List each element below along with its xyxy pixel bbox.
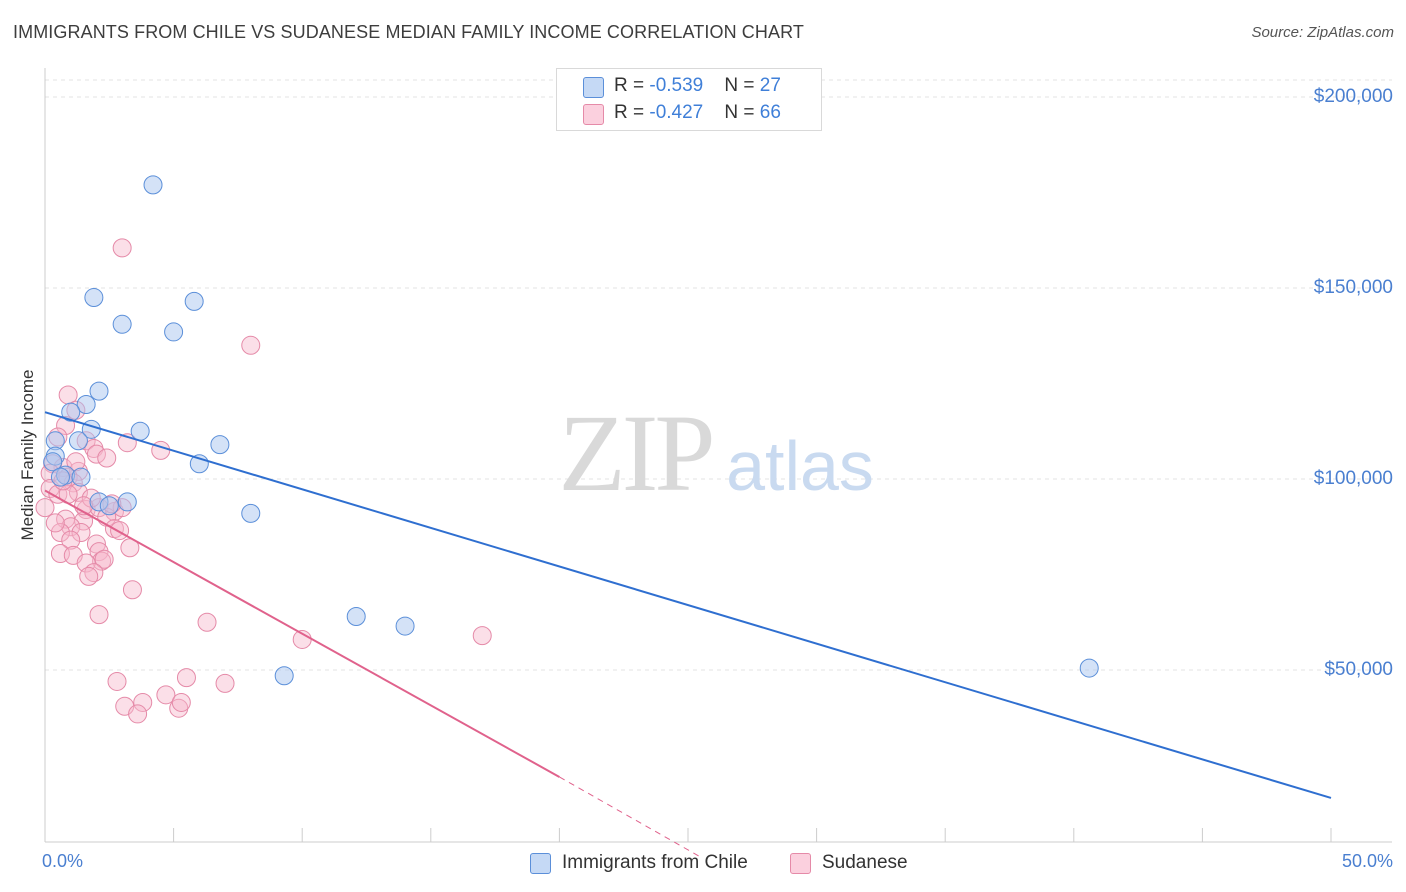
stats-legend: R = -0.539 N = 27 R = -0.427 N = 66	[556, 68, 822, 131]
sudanese-n-label: N =	[724, 102, 760, 123]
chile-point	[99, 496, 119, 516]
sudanese-point	[97, 448, 117, 468]
chile-point	[241, 503, 261, 523]
sudanese-point	[176, 668, 196, 688]
sudanese-point	[92, 551, 112, 571]
bottom-chile-label: Immigrants from Chile	[562, 852, 748, 873]
y-tick-label: $200,000	[1313, 86, 1393, 107]
chile-point	[395, 616, 415, 636]
sudanese-n-value: 66	[759, 102, 781, 123]
y-tick-label: $150,000	[1313, 277, 1393, 298]
watermark-zip: ZIP	[559, 392, 712, 514]
sudanese-point	[107, 671, 127, 691]
sudanese-point	[156, 685, 176, 705]
sudanese-point	[241, 335, 261, 355]
y-tick-label: $50,000	[1324, 659, 1393, 680]
sudanese-point	[35, 498, 55, 518]
sudanese-point	[122, 580, 142, 600]
chile-swatch	[583, 77, 604, 98]
chile-point	[50, 467, 70, 487]
sudanese-point	[94, 549, 114, 569]
chile-point	[1079, 658, 1099, 678]
sudanese-point	[215, 673, 235, 693]
chile-r-value: -0.539	[649, 75, 704, 96]
sudanese-point	[86, 534, 106, 554]
chile-point	[112, 314, 132, 334]
chile-point	[84, 288, 104, 308]
chile-r-label: R =	[614, 75, 650, 96]
sudanese-swatch	[583, 104, 604, 125]
source-note: Source: ZipAtlas.com	[1251, 24, 1394, 41]
sudanese-point	[84, 563, 104, 583]
sudanese-point	[89, 605, 109, 625]
chile-point	[76, 395, 96, 415]
chile-point	[164, 322, 184, 342]
chile-n-label: N =	[724, 75, 760, 96]
sudanese-point	[133, 692, 153, 712]
bottom-chile-swatch	[530, 853, 551, 874]
sudanese-point	[61, 517, 81, 537]
sudanese-point	[128, 704, 148, 724]
chile-point	[143, 175, 163, 195]
sudanese-point	[197, 612, 217, 632]
sudanese-point	[71, 522, 91, 542]
chile-point	[43, 452, 63, 472]
bottom-sudanese-label: Sudanese	[822, 852, 908, 873]
sudanese-point	[171, 692, 191, 712]
chile-point	[346, 607, 366, 627]
chile-point	[89, 381, 109, 401]
chile-point	[117, 492, 137, 512]
sudanese-point	[86, 444, 106, 464]
sudanese-point	[61, 530, 81, 550]
x-tick-label-min: 0.0%	[42, 851, 84, 871]
chile-point	[210, 435, 230, 455]
sudanese-r-label: R =	[614, 102, 650, 123]
sudanese-point	[472, 626, 492, 646]
sudanese-point	[112, 238, 132, 258]
sudanese-trend-line	[44, 489, 560, 778]
sudanese-point	[45, 513, 65, 533]
y-tick-label: $100,000	[1313, 468, 1393, 489]
chile-point	[274, 666, 294, 686]
chile-point	[184, 291, 204, 311]
chart-title: IMMIGRANTS FROM CHILE VS SUDANESE MEDIAN…	[13, 22, 804, 42]
chile-n-value: 27	[759, 75, 781, 96]
sudanese-point	[50, 522, 70, 542]
sudanese-trend-extension	[559, 776, 702, 858]
sudanese-r-value: -0.427	[649, 102, 704, 123]
sudanese-point	[79, 566, 99, 586]
bottom-sudanese-swatch	[790, 853, 811, 874]
chile-trend-line	[44, 411, 1332, 799]
chile-point	[68, 431, 88, 451]
watermark-atlas: atlas	[726, 427, 874, 505]
chile-point	[130, 421, 150, 441]
x-tick-label-max: 50.0%	[1341, 851, 1393, 871]
sudanese-point	[110, 521, 130, 541]
chile-point	[71, 467, 91, 487]
chile-point	[61, 402, 81, 422]
